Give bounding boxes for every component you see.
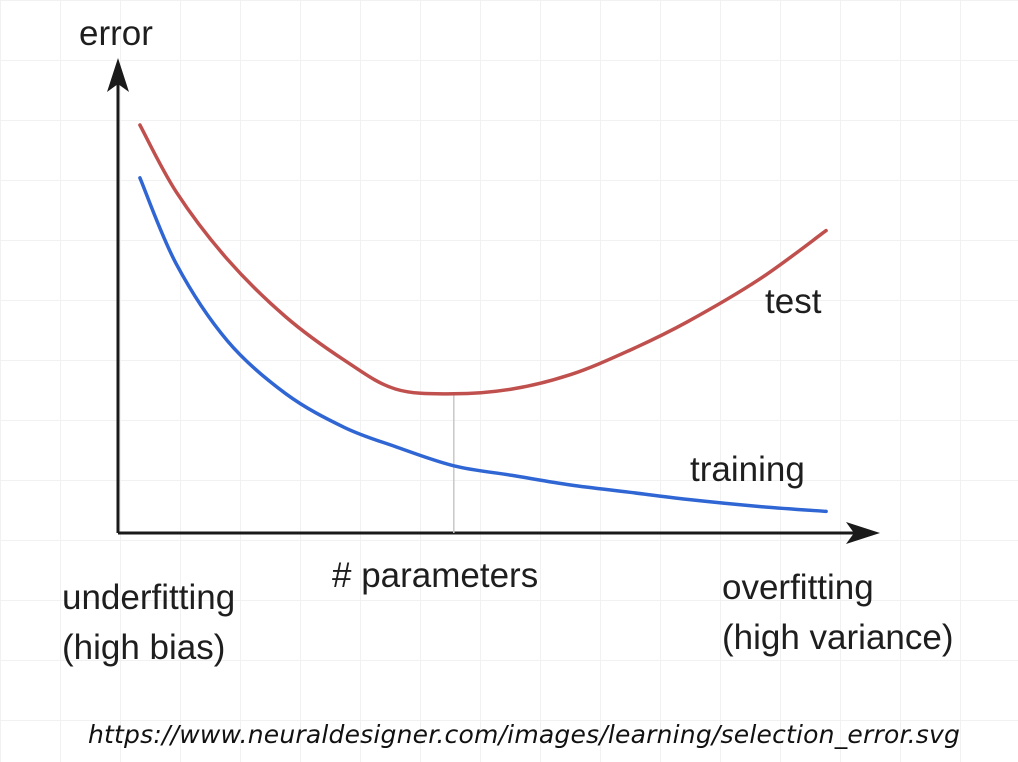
source-url-caption: https://www.neuraldesigner.com/images/le… bbox=[88, 720, 961, 749]
series-label-test: test bbox=[765, 282, 822, 321]
chart-axes bbox=[107, 58, 880, 544]
y-axis-label: error bbox=[79, 14, 153, 53]
high-variance-label: (high variance) bbox=[722, 618, 954, 657]
overfitting-label: overfitting bbox=[722, 568, 874, 607]
y-axis-arrow bbox=[107, 58, 129, 92]
underfitting-label: underfitting bbox=[62, 578, 236, 617]
x-axis-label: # parameters bbox=[332, 556, 539, 595]
series-label-training: training bbox=[690, 450, 805, 489]
series-line-test bbox=[138, 123, 828, 396]
series-line-training bbox=[138, 176, 828, 514]
chart-marks bbox=[138, 123, 828, 533]
high-bias-label: (high bias) bbox=[62, 628, 226, 667]
x-axis-arrow bbox=[846, 522, 880, 544]
